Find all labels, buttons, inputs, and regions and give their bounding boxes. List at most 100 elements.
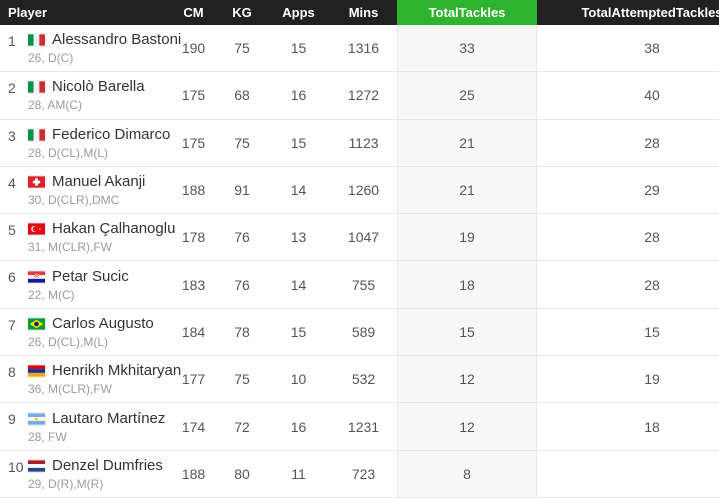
total-tackles-value: 12 [397,403,537,450]
table-row[interactable]: 1 Alessandro Bastoni 26, D(C) 190 75 15 … [0,25,719,73]
apps-value: 15 [290,323,307,340]
player-cell: 8 Henrikh Mkhitaryan 36, M(CLR),FW [0,356,181,402]
rank-number: 10 [8,458,24,475]
kg-value: 76 [234,229,250,246]
total-tackles-value: 21 [397,119,537,166]
player-cell: 10 Denzel Dumfries 29, D(R),M(R) [0,451,170,497]
total-tackles-value: 15 [397,308,537,356]
player-name[interactable]: Lautaro Martínez [52,409,166,427]
player-cell: 1 Alessandro Bastoni 26, D(C) [0,25,181,71]
table-row[interactable]: 6 Petar Sucic 22, M(C) 183 76 14 755 18 … [0,261,719,309]
column-header-cm[interactable]: CM [170,0,217,25]
apps-value: 16 [290,418,307,435]
player-details: 28, AM(C) [28,98,83,113]
table-row[interactable]: 9 Lautaro Martínez 28, FW 174 72 16 1231… [0,403,719,451]
player-name[interactable]: Petar Sucic [52,267,129,285]
mins-value: 1316 [347,40,380,57]
player-cell: 9 Lautaro Martínez 28, FW [0,403,170,449]
player-cell: 3 Federico Dimarco 28, D(CL),M(L) [0,120,170,166]
player-details: 28, FW [28,429,67,444]
player-name[interactable]: Henrikh Mkhitaryan [52,362,182,380]
rank-number: 3 [8,127,16,144]
total-attempted-tackles-value: 28 [644,134,660,151]
total-attempted-tackles-value [537,451,719,497]
apps-value: 14 [290,276,307,293]
table-row[interactable]: 8 Henrikh Mkhitaryan 36, M(CLR),FW 177 7… [0,356,719,404]
apps-value: 15 [290,134,307,151]
player-name[interactable]: Nicolò Barella [52,78,145,96]
table-row[interactable]: 3 Federico Dimarco 28, D(CL),M(L) 175 75… [0,119,719,167]
total-tackles-value: 25 [397,72,537,119]
kg-value: 75 [234,371,250,388]
player-details: 22, M(C) [28,287,75,302]
flag-icon-netherlands [28,460,45,472]
column-header-player[interactable]: Player [0,0,170,25]
column-header-total-tackles[interactable]: TotalTackles [397,0,537,25]
player-details: 30, D(CLR),DMC [28,193,120,208]
cm-value: 183 [181,276,206,293]
total-attempted-tackles-value: 28 [644,276,660,293]
column-header-apps[interactable]: Apps [267,0,330,25]
mins-value: 589 [351,323,376,340]
mins-value: 1272 [347,87,380,104]
rank-number: 1 [8,33,16,49]
cm-value: 174 [181,418,206,435]
total-tackles-value: 21 [397,166,537,214]
kg-value: 76 [234,276,250,293]
total-attempted-tackles-value: 15 [644,323,660,340]
total-attempted-tackles-value: 38 [644,40,660,57]
player-details: 28, D(CL),M(L) [28,145,109,160]
player-name[interactable]: Federico Dimarco [52,125,171,143]
cm-value: 175 [181,134,206,151]
cm-value: 188 [181,465,206,482]
table-header-row: Player CM KG Apps Mins TotalTackles Tota… [0,0,719,25]
apps-value: 14 [290,182,307,199]
player-cell: 6 Petar Sucic 22, M(C) [0,261,170,307]
apps-value: 15 [290,40,307,57]
cm-value: 175 [181,87,206,104]
flag-icon-brazil [28,318,45,330]
rank-number: 6 [8,269,16,286]
flag-icon-italy [28,34,45,46]
kg-value: 80 [234,465,250,482]
cm-value: 184 [181,323,206,340]
total-attempted-tackles-value: 18 [644,418,660,435]
table-row[interactable]: 4 Manuel Akanji 30, D(CLR),DMC 188 91 14… [0,166,719,215]
rank-number: 7 [8,316,16,333]
apps-value: 11 [291,465,306,482]
mins-value: 1260 [347,182,380,199]
column-header-kg[interactable]: KG [217,0,267,25]
flag-icon-croatia [28,270,45,283]
total-attempted-tackles-value: 29 [644,182,660,199]
kg-value: 68 [234,87,250,104]
flag-icon-switzerland [28,176,45,188]
player-name[interactable]: Alessandro Bastoni [52,31,182,49]
flag-icon-armenia [28,365,45,377]
player-cell: 4 Manuel Akanji 30, D(CLR),DMC [0,167,170,213]
table-row[interactable]: 7 Carlos Augusto 26, D(CL),M(L) 184 78 1… [0,308,719,357]
table-row[interactable]: 10 Denzel Dumfries 29, D(R),M(R) 188 80 … [0,450,719,498]
kg-value: 78 [234,323,250,340]
total-tackles-value: 33 [397,25,537,72]
player-name[interactable]: Hakan Çalhanoglu [52,220,176,238]
rank-number: 9 [8,411,16,428]
player-details: 29, D(R),M(R) [28,476,104,491]
rank-number: 5 [8,222,16,239]
table-row[interactable]: 5 Hakan Çalhanoglu 31, M(CLR),FW 178 76 … [0,214,719,262]
player-name[interactable]: Carlos Augusto [52,314,154,332]
table-row[interactable]: 2 Nicolò Barella 28, AM(C) 175 68 16 127… [0,72,719,120]
column-header-total-attempted-tackles[interactable]: TotalAttemptedTackles [537,0,719,25]
rank-number: 8 [8,364,16,381]
flag-icon-argentina [28,412,45,425]
player-name[interactable]: Denzel Dumfries [52,456,163,474]
cm-value: 190 [181,40,206,57]
player-cell: 2 Nicolò Barella 28, AM(C) [0,72,170,118]
column-header-mins[interactable]: Mins [330,0,397,25]
player-details: 31, M(CLR),FW [28,240,112,255]
kg-value: 75 [234,40,250,57]
kg-value: 72 [234,418,250,435]
player-details: 36, M(CLR),FW [28,382,112,397]
total-attempted-tackles-value: 19 [644,371,660,388]
player-name[interactable]: Manuel Akanji [52,173,146,191]
